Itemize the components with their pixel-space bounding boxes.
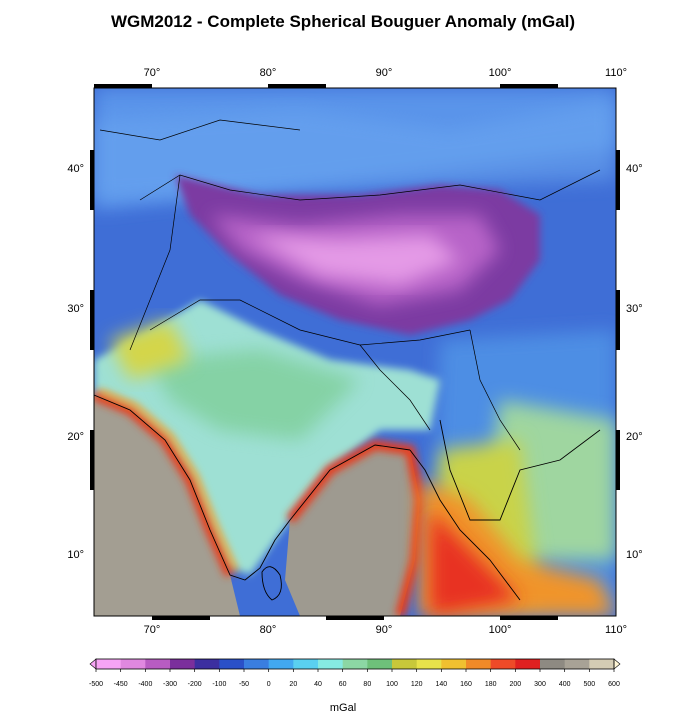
map-title: WGM2012 - Complete Spherical Bouguer Ano… bbox=[110, 12, 576, 31]
lat-tick-label: 20° bbox=[626, 431, 643, 443]
lat-tick-label: 10° bbox=[67, 549, 84, 561]
colorbar-tick-label: 500 bbox=[583, 681, 596, 688]
colorbar-tick-label: 40 bbox=[314, 681, 322, 688]
colorbar-tick-label: 100 bbox=[386, 681, 398, 688]
colorbar-tick-label: 200 bbox=[509, 681, 522, 688]
colorbar-tick-label: 60 bbox=[338, 681, 347, 688]
colorbar-segment bbox=[318, 659, 344, 669]
colorbar-tick-label: -200 bbox=[187, 681, 202, 688]
colorbar-tick-label: 80 bbox=[363, 681, 372, 688]
lat-tick-label: 30° bbox=[626, 303, 643, 315]
colorbar-tick-label: -400 bbox=[138, 681, 153, 688]
colorbar-segment bbox=[589, 659, 615, 669]
colorbar-segment bbox=[170, 659, 196, 669]
colorbar-outline bbox=[95, 658, 615, 670]
colorbar-tick-label: -300 bbox=[162, 681, 178, 688]
colorbar-tick-label: 180 bbox=[484, 681, 497, 688]
lat-tick-label: 30° bbox=[67, 303, 84, 315]
lon-tick-label: 80° bbox=[259, 624, 277, 636]
lon-tick-label: 110° bbox=[605, 624, 627, 636]
colorbar-segment bbox=[490, 659, 516, 669]
colorbar-segment bbox=[441, 659, 467, 669]
lat-tick-label: 20° bbox=[67, 431, 84, 443]
lon-tick-label: 80° bbox=[259, 67, 277, 79]
colorbar-segment bbox=[194, 659, 220, 669]
colorbar-segment bbox=[96, 659, 122, 669]
colorbar-segment bbox=[466, 659, 492, 669]
colorbar-segment bbox=[244, 659, 270, 669]
colorbar-segment bbox=[564, 659, 590, 669]
colorbar bbox=[89, 658, 621, 672]
anomaly-raster bbox=[94, 88, 616, 616]
colorbar-tick-label: 160 bbox=[460, 681, 472, 688]
lon-tick-label: 100° bbox=[488, 67, 512, 79]
colorbar-segment bbox=[120, 659, 146, 669]
lon-tick-label: 90° bbox=[375, 67, 393, 79]
colorbar-segment bbox=[219, 659, 245, 669]
colorbar-segment bbox=[367, 659, 393, 669]
colorbar-tick-label: 120 bbox=[410, 681, 423, 688]
colorbar-segment bbox=[416, 659, 442, 669]
colorbar-tick-label: 300 bbox=[534, 681, 546, 688]
lat-tick-label: 10° bbox=[626, 549, 643, 561]
colorbar-tick-label: -50 bbox=[238, 681, 250, 688]
colorbar-arrow-right bbox=[613, 658, 621, 670]
colorbar-segment bbox=[342, 659, 368, 669]
lon-tick-label: 100° bbox=[488, 624, 512, 636]
colorbar-tick-label: -450 bbox=[113, 681, 128, 688]
lat-tick-label: 40° bbox=[67, 163, 84, 175]
colorbar-unit: mGal bbox=[329, 702, 357, 714]
colorbar-tick-label: 400 bbox=[558, 681, 571, 688]
lon-tick-label: 110° bbox=[605, 67, 627, 79]
colorbar-segment bbox=[293, 659, 319, 669]
colorbar-segment bbox=[515, 659, 541, 669]
frame-ticks bbox=[90, 84, 620, 620]
colorbar-tick-label: 600 bbox=[608, 681, 620, 688]
lon-tick-label: 90° bbox=[375, 624, 393, 636]
colorbar-segment bbox=[540, 659, 566, 669]
coastlines bbox=[94, 394, 601, 601]
lon-tick-label: 70° bbox=[143, 67, 161, 79]
lon-tick-label: 70° bbox=[143, 624, 161, 636]
colorbar-segment bbox=[392, 659, 418, 669]
colorbar-tick-label: -500 bbox=[88, 681, 104, 688]
colorbar-segment bbox=[268, 659, 294, 669]
colorbar-tick-label: 140 bbox=[435, 681, 448, 688]
colorbar-tick-label: 20 bbox=[289, 681, 298, 688]
arabian-sea-high bbox=[94, 395, 240, 616]
country-borders bbox=[99, 119, 601, 451]
colorbar-tick-label: 0 bbox=[266, 681, 271, 688]
colorbar-arrow-left bbox=[89, 658, 97, 670]
colorbar-segment bbox=[145, 659, 171, 669]
lat-tick-label: 40° bbox=[626, 163, 643, 175]
colorbar-tick-label: -100 bbox=[212, 681, 227, 688]
